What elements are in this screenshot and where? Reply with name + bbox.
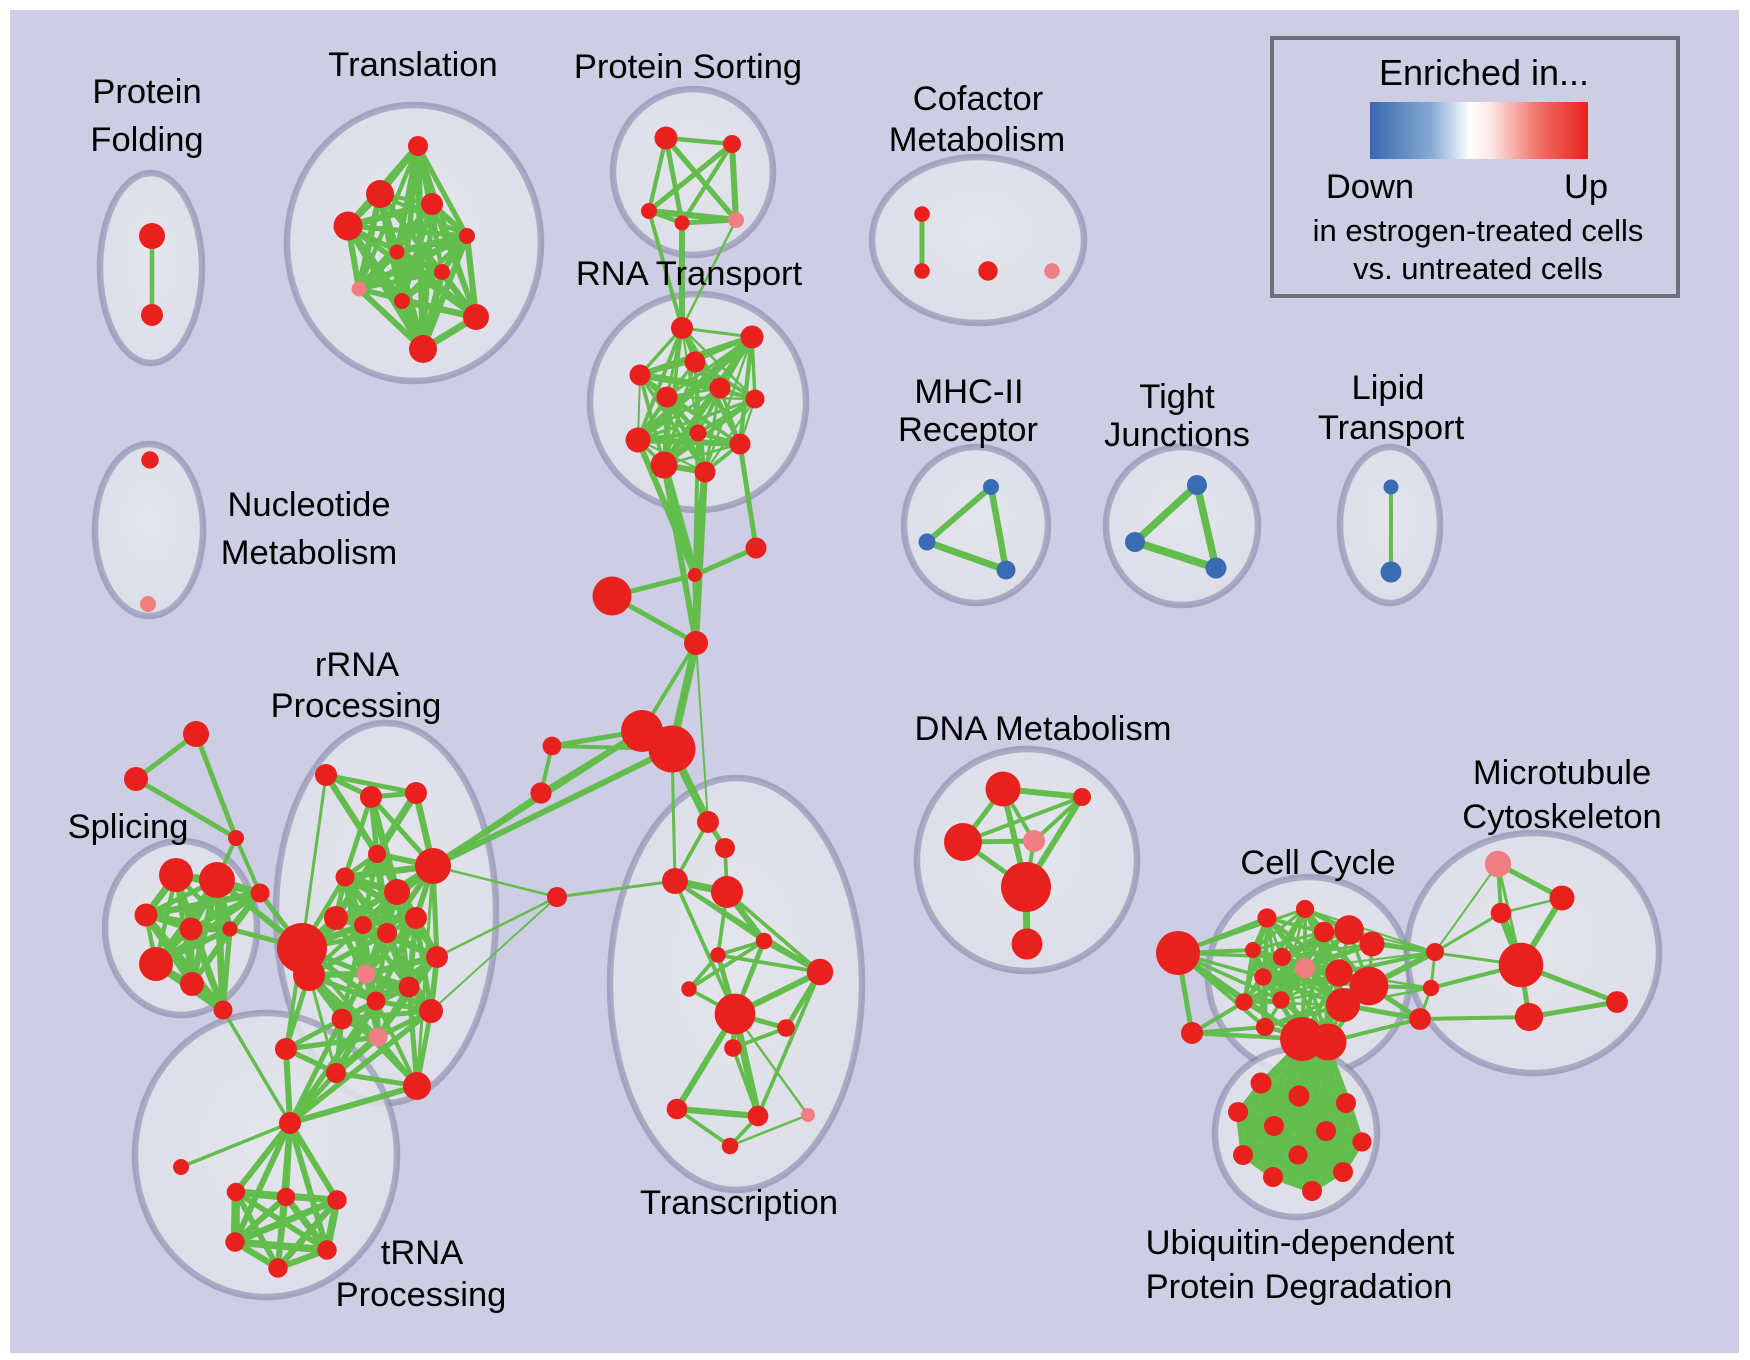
svg-text:Protein: Protein — [92, 73, 201, 111]
svg-text:Transcription: Transcription — [640, 1184, 838, 1222]
svg-text:Down: Down — [1326, 168, 1414, 206]
svg-text:Processing: Processing — [336, 1276, 507, 1314]
svg-text:Receptor: Receptor — [898, 411, 1038, 449]
svg-text:Junctions: Junctions — [1104, 416, 1250, 454]
svg-text:Folding: Folding — [90, 121, 203, 159]
svg-text:RNA Transport: RNA Transport — [576, 255, 803, 293]
svg-text:tRNA: tRNA — [381, 1234, 463, 1272]
svg-text:Splicing: Splicing — [68, 808, 189, 846]
svg-text:Ubiquitin-dependent: Ubiquitin-dependent — [1146, 1224, 1455, 1262]
svg-text:Microtubule: Microtubule — [1473, 754, 1651, 792]
svg-text:Protein Sorting: Protein Sorting — [574, 48, 802, 86]
svg-text:MHC-II: MHC-II — [914, 373, 1023, 411]
svg-text:Protein Degradation: Protein Degradation — [1146, 1268, 1453, 1306]
svg-text:in estrogen-treated cells: in estrogen-treated cells — [1313, 213, 1644, 248]
svg-text:Metabolism: Metabolism — [221, 534, 397, 572]
svg-text:Translation: Translation — [328, 46, 497, 84]
svg-text:Cell Cycle: Cell Cycle — [1240, 844, 1395, 882]
svg-text:Metabolism: Metabolism — [889, 121, 1065, 159]
svg-text:Cytoskeleton: Cytoskeleton — [1462, 798, 1661, 836]
svg-text:Transport: Transport — [1318, 409, 1465, 447]
svg-text:DNA Metabolism: DNA Metabolism — [915, 710, 1172, 748]
svg-text:Cofactor: Cofactor — [913, 80, 1043, 118]
svg-text:Nucleotide: Nucleotide — [227, 486, 390, 524]
svg-text:Processing: Processing — [271, 687, 442, 725]
svg-text:vs. untreated cells: vs. untreated cells — [1353, 251, 1603, 286]
svg-text:Tight: Tight — [1139, 378, 1215, 416]
svg-text:Up: Up — [1564, 168, 1608, 206]
svg-text:Enriched in...: Enriched in... — [1379, 52, 1589, 93]
svg-text:Lipid: Lipid — [1352, 369, 1425, 407]
svg-text:rRNA: rRNA — [315, 646, 399, 684]
